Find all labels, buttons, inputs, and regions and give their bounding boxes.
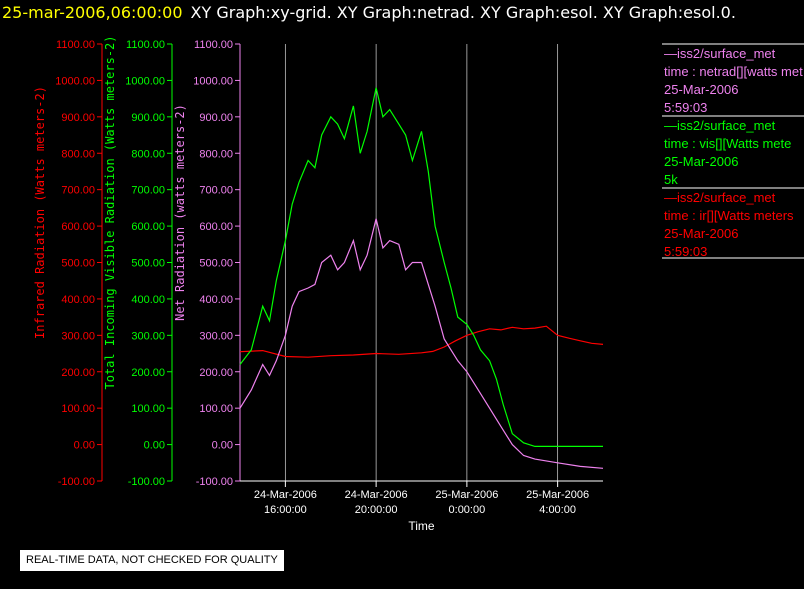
x-tick-label: 0:00:00 (449, 504, 486, 516)
y-tick-label: 200.00 (131, 367, 165, 379)
legend-line: 25-Mar-2006 (664, 154, 738, 169)
y-tick-label: 100.00 (61, 403, 95, 415)
y-tick-label: 400.00 (61, 294, 95, 306)
y-tick-label: -100.00 (58, 476, 95, 488)
y-tick-label: 200.00 (199, 367, 233, 379)
y-tick-label: 300.00 (131, 330, 165, 342)
legend-line: 5:59:03 (664, 244, 707, 259)
y-tick-label: 700.00 (131, 185, 165, 197)
y-tick-label: 0.00 (144, 440, 165, 452)
legend-line: 5k (664, 172, 678, 187)
y-tick-label: 300.00 (61, 330, 95, 342)
y-tick-label: 500.00 (131, 258, 165, 270)
y-tick-label: -100.00 (196, 476, 233, 488)
y-tick-label: 200.00 (61, 367, 95, 379)
legend-line: 5:59:03 (664, 100, 707, 115)
legend-line: —iss2/surface_met (664, 190, 776, 205)
legend-line: time : netrad[][watts met (664, 64, 803, 79)
x-axis-label: Time (408, 519, 435, 533)
y-tick-label: 0.00 (212, 440, 233, 452)
y-tick-label: 1100.00 (194, 39, 233, 51)
y-tick-label: 300.00 (199, 330, 233, 342)
header-bar: 25-mar-2006,06:00:00 XY Graph:xy-grid. XY… (0, 0, 804, 26)
legend-line: 25-Mar-2006 (664, 82, 738, 97)
y-axis-label: Total Incoming Visible Radiation (Watts … (103, 35, 117, 389)
y-tick-label: 800.00 (199, 148, 233, 160)
y-tick-label: 1000.00 (55, 75, 95, 87)
y-tick-label: 1000.00 (125, 75, 165, 87)
y-tick-label: 900.00 (61, 112, 95, 124)
x-tick-label: 20:00:00 (355, 504, 398, 516)
legend-line: time : ir[][Watts meters (664, 208, 794, 223)
x-tick-label: 25-Mar-2006 (526, 489, 589, 501)
y-tick-label: 800.00 (131, 148, 165, 160)
y-tick-label: 1100.00 (56, 39, 95, 51)
y-tick-label: 100.00 (199, 403, 233, 415)
y-tick-label: 0.00 (74, 440, 95, 452)
y-tick-label: 100.00 (131, 403, 165, 415)
y-tick-label: 500.00 (61, 258, 95, 270)
y-tick-label: 700.00 (199, 185, 233, 197)
y-tick-label: 700.00 (61, 185, 95, 197)
header-graph-titles: XY Graph:xy-grid. XY Graph:netrad. XY Gr… (190, 3, 736, 22)
y-axis-label: Infrared Radiation (Watts meters-2) (33, 86, 47, 339)
legend-line: —iss2/surface_met (664, 118, 776, 133)
x-tick-label: 25-Mar-2006 (435, 489, 498, 501)
y-axis-label: Net Radiation (watts meters-2) (173, 104, 187, 321)
x-tick-label: 24-Mar-2006 (254, 489, 317, 501)
x-tick-label: 4:00:00 (539, 504, 576, 516)
y-tick-label: 600.00 (199, 221, 233, 233)
y-tick-label: 900.00 (199, 112, 233, 124)
y-tick-label: 500.00 (199, 258, 233, 270)
y-tick-label: 600.00 (61, 221, 95, 233)
y-tick-label: 400.00 (131, 294, 165, 306)
legend-line: —iss2/surface_met (664, 46, 776, 61)
header-timestamp: 25-mar-2006,06:00:00 (2, 3, 183, 22)
x-tick-label: 24-Mar-2006 (345, 489, 408, 501)
y-tick-label: 800.00 (61, 148, 95, 160)
y-tick-label: 1100.00 (126, 39, 165, 51)
x-tick-label: 16:00:00 (264, 504, 307, 516)
y-tick-label: 600.00 (131, 221, 165, 233)
quality-note: REAL-TIME DATA, NOT CHECKED FOR QUALITY (20, 550, 284, 571)
series-line (239, 87, 603, 447)
series-line (239, 218, 604, 469)
y-tick-label: 400.00 (199, 294, 233, 306)
y-tick-label: -100.00 (128, 476, 165, 488)
y-tick-label: 900.00 (131, 112, 165, 124)
legend-line: time : vis[][Watts mete (664, 136, 791, 151)
y-tick-label: 1000.00 (193, 75, 233, 87)
legend-line: 25-Mar-2006 (664, 226, 738, 241)
series-line (239, 325, 604, 358)
